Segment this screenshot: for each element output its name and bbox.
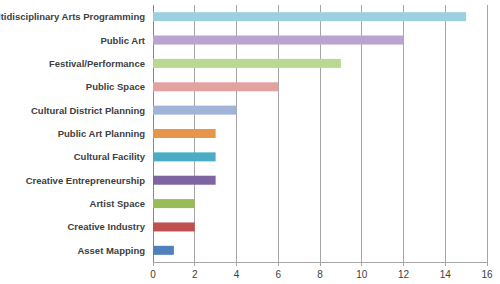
tick-mark	[320, 262, 321, 266]
category-label: Asset Mapping	[77, 245, 145, 256]
bar	[153, 199, 195, 208]
tick-mark	[236, 262, 237, 266]
category-label: Creative Industry	[67, 221, 145, 232]
tick-mark	[278, 262, 279, 266]
tick-mark	[445, 262, 446, 266]
category-label: Creative Entrepreneurship	[26, 175, 146, 186]
tick-label: 14	[440, 269, 452, 280]
category-label: Artist Space	[90, 198, 145, 209]
tick-label: 10	[356, 269, 368, 280]
bar	[153, 59, 341, 68]
axis-line	[153, 262, 487, 263]
grid-line	[445, 5, 446, 262]
tick-label: 2	[192, 269, 198, 280]
tick-label: 6	[275, 269, 281, 280]
grid	[153, 5, 487, 266]
tick-label: 4	[234, 269, 240, 280]
category-label: Festival/Performance	[49, 58, 145, 69]
bar	[153, 106, 237, 115]
bar	[153, 82, 278, 91]
tick-label: 12	[398, 269, 410, 280]
bar	[153, 176, 216, 185]
chart-container: 0 2 4 6 8 10 12 14 16 Multidisciplinary Arts Prog…	[0, 0, 500, 284]
tick-mark	[403, 262, 404, 266]
category-label: Public Space	[86, 81, 145, 92]
category-label: Cultural Facility	[74, 151, 146, 162]
bars	[153, 12, 466, 255]
tick-mark	[361, 262, 362, 266]
tick-label: 16	[481, 269, 493, 280]
bar	[153, 129, 216, 138]
bar	[153, 12, 466, 21]
bar	[153, 222, 195, 231]
tick-label: 0	[150, 269, 156, 280]
chart-svg: 0 2 4 6 8 10 12 14 16 Multidisciplinary Arts Prog…	[0, 0, 500, 284]
tick-mark	[194, 262, 195, 266]
grid-line	[487, 5, 488, 262]
category-label: Cultural District Planning	[31, 105, 145, 116]
category-label: Public Art Planning	[58, 128, 145, 139]
category-label: Public Art	[100, 35, 145, 46]
tick-mark	[487, 262, 488, 266]
bar	[153, 246, 174, 255]
bar	[153, 36, 404, 45]
tick-label: 8	[317, 269, 323, 280]
category-label: Multidisciplinary Arts Programming	[0, 11, 145, 22]
bar	[153, 152, 216, 161]
tick-mark	[153, 262, 154, 266]
